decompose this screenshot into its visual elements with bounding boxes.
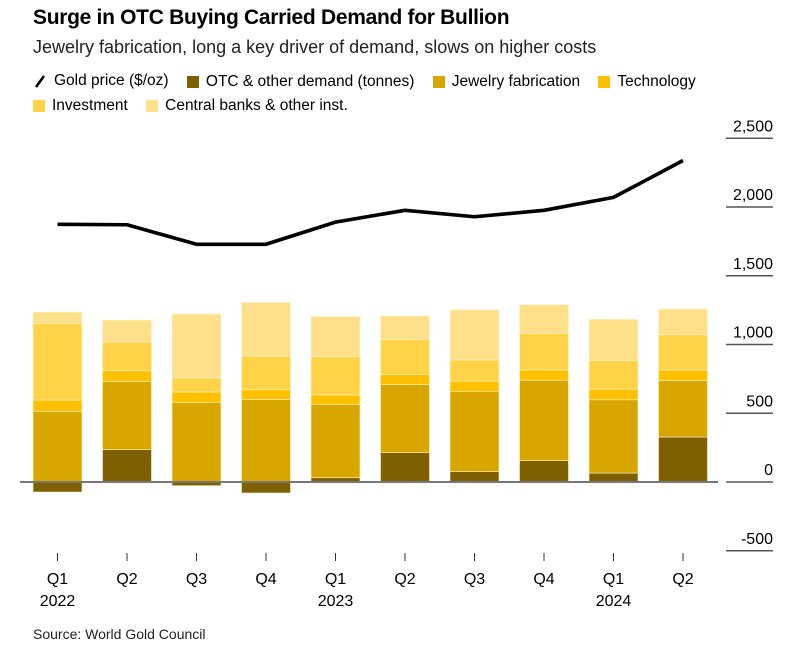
bar-segment-jewelry-fabrication (171, 402, 222, 483)
source-note: Source: World Gold Council (33, 626, 206, 642)
x-tick-label-quarter: Q4 (533, 571, 554, 588)
legend-item-central-banks: Central banks & other inst. (146, 95, 348, 117)
bar-segment-technology (588, 388, 639, 401)
bar-segment-otc-other-demand-tonnes (519, 460, 569, 483)
bar-segment-central-banks-other-inst (171, 313, 222, 379)
bar-segment-investment (588, 360, 639, 390)
bar-segment-jewelry-fabrication (449, 390, 500, 472)
bar-segment-jewelry-fabrication (102, 381, 152, 450)
bar-segment-technology (171, 391, 222, 403)
bar-segment-otc-other-demand-tonnes (658, 436, 708, 483)
bar-segment-central-banks-other-inst (588, 319, 639, 362)
bar-segment-jewelry-fabrication (519, 379, 569, 461)
swatch-icon (598, 76, 611, 88)
x-tick-label-quarter: Q2 (394, 571, 415, 588)
swatch-icon (33, 100, 45, 112)
x-tick-label-quarter: Q2 (672, 571, 693, 588)
bar-segment-central-banks-other-inst (32, 311, 83, 325)
legend-label: Technology (617, 73, 696, 90)
legend-item-investment: Investment (33, 95, 128, 117)
legend-item-gold-price: Gold price ($/oz) (33, 70, 169, 92)
bar-segment-jewelry-fabrication (241, 399, 291, 483)
x-tick-label-quarter: Q3 (186, 571, 207, 588)
bar-segment-jewelry-fabrication (310, 404, 361, 479)
legend: Gold price ($/oz) OTC & other demand (to… (33, 70, 793, 119)
bar-segment-investment (519, 333, 569, 371)
bar-segment-otc-other-demand-tonnes (102, 449, 152, 483)
y-tick-label: 2,500 (733, 118, 773, 135)
swatch-icon (186, 76, 199, 88)
bar-segment-central-banks-other-inst (380, 315, 430, 340)
y-tick-label: 1,500 (733, 256, 773, 273)
bar-segment-otc-other-demand-tonnes (380, 452, 430, 483)
bars-group (32, 302, 708, 494)
chart-subtitle: Jewelry fabrication, long a key driver o… (33, 37, 597, 57)
swatch-icon (146, 100, 159, 112)
bar-segment-technology (380, 374, 430, 385)
y-tick-label: 1,000 (733, 325, 773, 342)
legend-item-otc: OTC & other demand (tonnes) (186, 71, 415, 93)
bar-segment-investment (32, 323, 83, 401)
y-axis: 2,500 2,000 1,500 1,000 500 0 -500 (726, 118, 773, 552)
x-tick-label-year: 2024 (596, 593, 632, 610)
x-tick-label-year: 2022 (40, 593, 76, 610)
bar-segment-central-banks-other-inst (241, 302, 291, 357)
swatch-icon (432, 76, 445, 88)
bar-segment-investment (380, 339, 430, 375)
bar-segment-otc-other-demand-tonnes (588, 472, 639, 483)
legend-label: Gold price ($/oz) (54, 72, 169, 89)
bar-segment-technology (658, 369, 708, 381)
bar-segment-otc-other-demand-tonnes (449, 471, 500, 483)
bar-segment-investment (171, 377, 222, 393)
bar-segment-jewelry-fabrication (380, 384, 430, 454)
y-tick-label: 500 (746, 393, 773, 410)
x-tick-label-quarter: Q3 (464, 571, 485, 588)
bar-segment-central-banks-other-inst (658, 308, 708, 336)
bar-segment-technology (32, 399, 83, 412)
y-tick-label: 2,000 (733, 187, 773, 204)
bar-segment-investment (102, 341, 152, 372)
x-tick-label-year: 2023 (318, 593, 354, 610)
x-tick-label-quarter: Q4 (255, 571, 276, 588)
legend-item-jewelry: Jewelry fabrication (432, 71, 581, 93)
bar-segment-technology (519, 369, 569, 381)
legend-item-technology: Technology (598, 71, 696, 93)
bar-segment-technology (102, 370, 152, 382)
bar-segment-jewelry-fabrication (658, 380, 708, 438)
bar-segment-investment (658, 334, 708, 371)
y-tick-label: 0 (764, 462, 773, 479)
bar-segment-otc-other-demand-tonnes (241, 481, 291, 494)
bar-segment-technology (241, 389, 291, 400)
bar-segment-investment (241, 355, 291, 391)
legend-label: Central banks & other inst. (165, 97, 348, 114)
y-tick-label: -500 (741, 531, 773, 548)
price-line-group (57, 158, 684, 247)
bar-segment-jewelry-fabrication (588, 399, 639, 474)
bar-segment-technology (310, 394, 361, 405)
bar-segment-central-banks-other-inst (102, 319, 152, 343)
gold-price-line (57, 158, 684, 247)
x-tick-label-quarter: Q1 (603, 571, 624, 588)
legend-label: Jewelry fabrication (451, 73, 581, 90)
bar-segment-investment (449, 359, 500, 382)
bar-segment-technology (449, 380, 500, 392)
chart-title: Surge in OTC Buying Carried Demand for B… (33, 6, 510, 29)
bar-segment-investment (310, 356, 361, 396)
line-swatch-icon (34, 75, 46, 88)
x-tick-label-quarter: Q1 (47, 571, 68, 588)
legend-label: OTC & other demand (tonnes) (205, 73, 415, 90)
bar-segment-central-banks-other-inst (519, 304, 569, 334)
bar-segment-otc-other-demand-tonnes (32, 481, 83, 493)
legend-label: Investment (52, 97, 128, 114)
x-tick-label-quarter: Q1 (325, 571, 346, 588)
x-tick-label-quarter: Q2 (116, 571, 137, 588)
bar-segment-central-banks-other-inst (310, 316, 361, 357)
bar-segment-jewelry-fabrication (32, 411, 83, 483)
x-axis: Q1 2022 Q2 Q3 Q4 Q1 2023 Q2 Q3 Q4 Q1 2024 Q2 (40, 553, 694, 610)
bar-segment-central-banks-other-inst (449, 309, 500, 361)
